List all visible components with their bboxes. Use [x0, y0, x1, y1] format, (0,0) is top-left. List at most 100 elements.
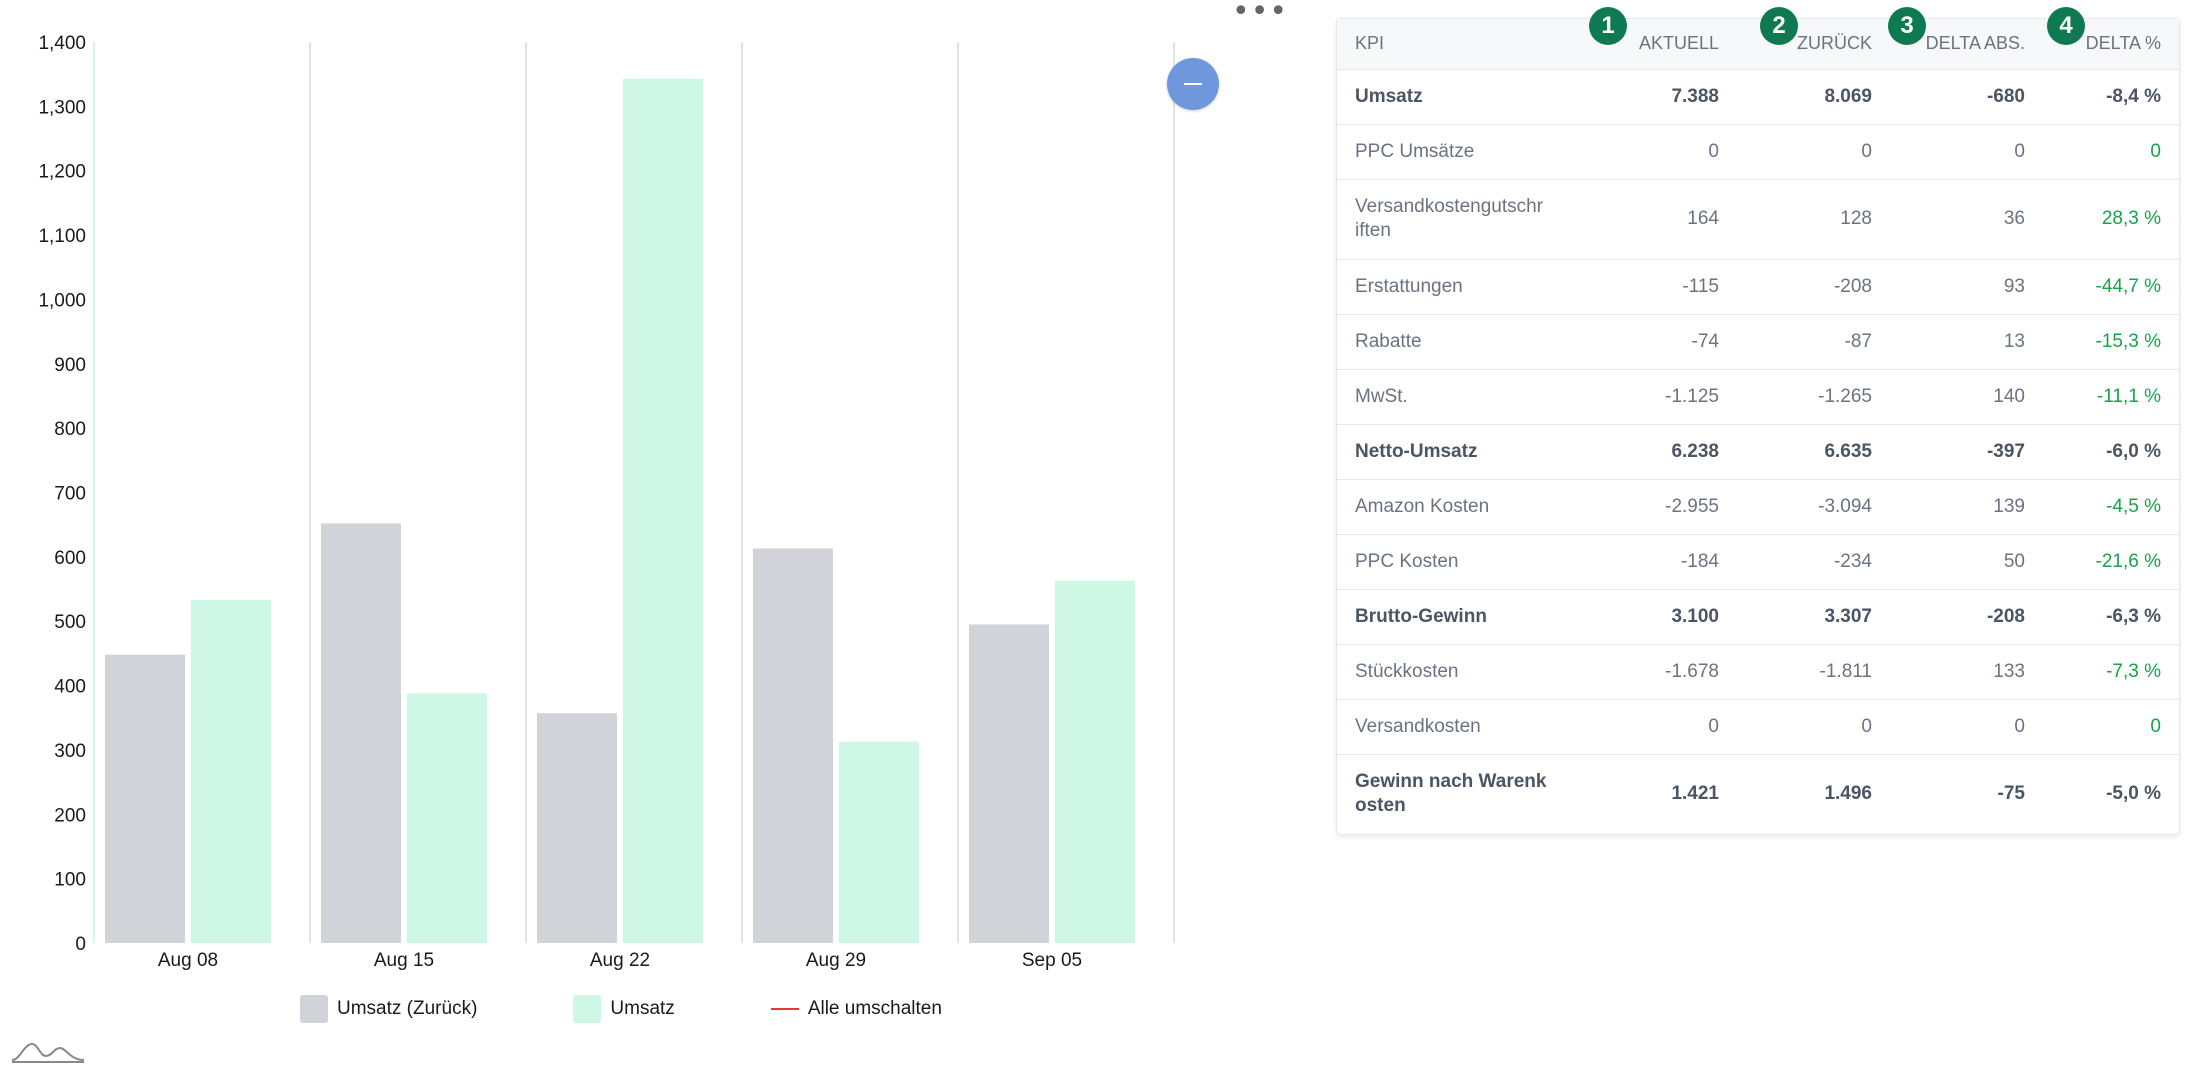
x-tick-label: Aug 15: [374, 950, 434, 971]
cell-aktuell: 6.238: [1587, 424, 1737, 480]
cell-delta-abs: 0: [1890, 124, 2043, 180]
minus-circle-icon[interactable]: [1167, 58, 1219, 110]
table-row[interactable]: Versandkostengutschr iften 164 128 36 28,3 %: [1337, 179, 2179, 260]
y-tick-label: 900: [54, 355, 86, 376]
cell-aktuell: 1.421: [1671, 783, 1719, 805]
kpi-table-panel: KPI 1 AKTUELL 2 ZURÜCK 3 DELTA ABS. 4 DE…: [1336, 7, 2180, 835]
y-tick-label: 1,000: [38, 290, 86, 311]
cell-kpi-name: Versandkosten: [1337, 699, 1587, 755]
table-row[interactable]: Gewinn nach Warenk osten 1.421 1.496 -75 -5,…: [1337, 754, 2179, 834]
table-row[interactable]: PPC Kosten -184 -234 50 -21,6 %: [1337, 534, 2179, 590]
cell-delta-abs: 133: [1890, 644, 2043, 700]
cell-delta-abs: -397: [1890, 424, 2043, 480]
legend-swatch-umsatz: [573, 995, 602, 1023]
more-options-icon[interactable]: •••: [1232, 0, 1289, 29]
bar-umsatz-zurueck: [321, 523, 401, 943]
cell-delta-abs: 140: [1890, 369, 2043, 425]
step-badge-1: 1: [1589, 7, 1627, 45]
column-header-label: ZURÜCK: [1797, 33, 1872, 54]
cell-kpi-name: MwSt.: [1337, 369, 1587, 425]
column-header-zurueck[interactable]: 2 ZURÜCK: [1737, 7, 1890, 70]
cell-zurueck: -234: [1737, 534, 1890, 590]
cell-delta-abs: 13: [1890, 314, 2043, 370]
y-tick-label: 800: [54, 419, 86, 440]
cell-aktuell: 0: [1587, 699, 1737, 755]
legend-item-umsatz[interactable]: Umsatz: [573, 995, 675, 1023]
cell-aktuell: -74: [1587, 314, 1737, 370]
legend-label: Umsatz: [610, 998, 675, 1019]
column-header-label: DELTA %: [2085, 33, 2161, 54]
bar-umsatz: [623, 78, 703, 943]
y-tick-label: 700: [54, 484, 86, 505]
cell-zurueck: 3.307: [1737, 589, 1890, 645]
legend-item-toggle-all[interactable]: Alle umschalten: [770, 998, 942, 1020]
table-row[interactable]: Amazon Kosten -2.955 -3.094 139 -4,5 %: [1337, 479, 2179, 535]
table-row[interactable]: Erstattungen -115 -208 93 -44,7 %: [1337, 259, 2179, 315]
cell-delta-abs: 93: [1890, 259, 2043, 315]
table-row[interactable]: PPC Umsätze 0 0 0 0: [1337, 124, 2179, 180]
step-badge-3: 3: [1888, 7, 1926, 45]
cell-delta-abs: -680: [1890, 69, 2043, 125]
column-header-kpi[interactable]: KPI: [1337, 19, 1587, 70]
cell-kpi-name: Stückkosten: [1337, 644, 1587, 700]
y-tick-label: 400: [54, 677, 86, 698]
table-row[interactable]: Stückkosten -1.678 -1.811 133 -7,3 %: [1337, 644, 2179, 700]
bar-umsatz: [407, 693, 487, 943]
table-row[interactable]: Netto-Umsatz 6.238 6.635 -397 -6,0 %: [1337, 424, 2179, 480]
cell-delta-abs: 50: [1890, 534, 2043, 590]
cell-delta-pct: -44,7 %: [2043, 259, 2179, 315]
cell-delta-pct: -15,3 %: [2043, 314, 2179, 370]
chart-legend: Umsatz (Zurück) Umsatz Alle umschalten: [300, 992, 1038, 1026]
y-tick-label: 1,300: [38, 97, 86, 118]
cell-kpi-name: Brutto-Gewinn: [1337, 589, 1587, 645]
cell-aktuell: 3.100: [1587, 589, 1737, 645]
column-header-aktuell[interactable]: 1 AKTUELL: [1587, 7, 1737, 70]
cell-aktuell: 0: [1587, 124, 1737, 180]
cell-delta-pct: -11,1 %: [2043, 369, 2179, 425]
cell-delta-pct: -6,0 %: [2043, 424, 2179, 480]
step-badge-4: 4: [2047, 7, 2085, 45]
cell-zurueck: -87: [1737, 314, 1890, 370]
cell-kpi-name: Versandkostengutschr iften: [1337, 179, 1587, 260]
table-row[interactable]: Umsatz 7.388 8.069 -680 -8,4 %: [1337, 69, 2179, 125]
cell-zurueck: 0: [1737, 124, 1890, 180]
y-tick-label: 1,400: [38, 33, 86, 54]
cell-delta-pct: -21,6 %: [2043, 534, 2179, 590]
cell-aktuell: -1.125: [1587, 369, 1737, 425]
cell-delta-pct: -7,3 %: [2043, 644, 2179, 700]
table-row[interactable]: MwSt. -1.125 -1.265 140 -11,1 %: [1337, 369, 2179, 425]
table-row[interactable]: Rabatte -74 -87 13 -15,3 %: [1337, 314, 2179, 370]
cell-aktuell: -115: [1587, 259, 1737, 315]
cell-delta-pct: -5,0 %: [2106, 783, 2161, 805]
cell-zurueck: -3.094: [1737, 479, 1890, 535]
column-header-label: DELTA ABS.: [1925, 33, 2025, 54]
table-row[interactable]: Versandkosten 0 0 0 0: [1337, 699, 2179, 755]
legend-line-toggle-all: [770, 1008, 799, 1010]
cell-zurueck: 8.069: [1737, 69, 1890, 125]
cell-delta-abs: 36: [1890, 179, 2043, 260]
cell-zurueck: -1.811: [1737, 644, 1890, 700]
cell-delta-pct: 0: [2043, 124, 2179, 180]
x-tick-label: Aug 29: [806, 950, 866, 971]
bar-umsatz-zurueck: [105, 654, 185, 943]
table-row[interactable]: Brutto-Gewinn 3.100 3.307 -208 -6,3 %: [1337, 589, 2179, 645]
column-header-label: AKTUELL: [1638, 33, 1719, 54]
cell-kpi-name: Rabatte: [1337, 314, 1587, 370]
cell-zurueck: 1.496: [1824, 783, 1872, 805]
bar-umsatz: [839, 741, 919, 943]
legend-item-umsatz-zurueck[interactable]: Umsatz (Zurück): [300, 995, 477, 1023]
cell-kpi-name: PPC Umsätze: [1337, 124, 1587, 180]
y-tick-label: 600: [54, 548, 86, 569]
cell-aktuell: 7.388: [1587, 69, 1737, 125]
column-header-delta-pct[interactable]: 4 DELTA %: [2043, 7, 2179, 70]
cell-delta-abs: -75: [1997, 783, 2025, 805]
legend-label: Umsatz (Zurück): [337, 998, 478, 1019]
column-header-label: KPI: [1355, 33, 1385, 54]
bar-umsatz-zurueck: [753, 548, 833, 943]
cell-aktuell: 164: [1587, 179, 1737, 260]
revenue-chart: 0 100 200 300 400 500 600 700 800 900 1,000 1,100 1,…: [11, 0, 1289, 1063]
legend-label: Alle umschalten: [807, 998, 942, 1019]
x-tick-label: Aug 08: [158, 950, 218, 971]
column-header-delta-abs[interactable]: 3 DELTA ABS.: [1888, 7, 2043, 70]
cell-kpi-name: Umsatz: [1337, 69, 1587, 125]
